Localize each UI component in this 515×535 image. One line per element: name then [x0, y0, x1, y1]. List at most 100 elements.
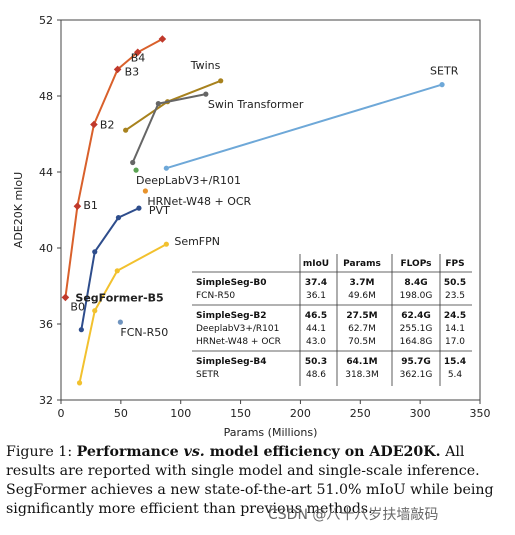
- table-cell: 24.5: [444, 311, 466, 321]
- data-point: [123, 127, 129, 133]
- plot-frame: [60, 19, 481, 401]
- series-line: [78, 243, 167, 384]
- chart-axes: 0 50 100 150 200 250 300 350 32 36 40 44 48 52 Params …: [12, 14, 491, 439]
- table-cell: HRNet-W48 + OCR: [196, 337, 281, 347]
- table-cell: 36.1: [306, 291, 326, 301]
- series-line: [80, 207, 140, 330]
- table-header: mIoU: [303, 259, 329, 269]
- data-point: [92, 249, 98, 255]
- table-cell: 27.5M: [346, 311, 377, 321]
- table-cell: SETR: [196, 370, 219, 380]
- data-point: [203, 91, 209, 97]
- y-tick-label: 36: [39, 318, 53, 331]
- data-point: [158, 35, 167, 43]
- table-header: Params: [343, 259, 381, 269]
- y-tick-label: 48: [39, 90, 53, 103]
- series-label: DeepLabV3+/R101: [136, 174, 241, 187]
- y-tick-label: 44: [39, 166, 53, 179]
- table-cell: DeeplabV3+/R101: [196, 324, 279, 334]
- table-cell: 23.5: [445, 291, 465, 301]
- data-point: [90, 120, 98, 129]
- x-tick-label: 0: [58, 407, 65, 420]
- x-tick-label: 300: [410, 407, 431, 420]
- series-line: [64, 38, 163, 298]
- series-segformer-b5: [61, 35, 167, 302]
- data-point: [136, 205, 142, 211]
- data-point: [92, 308, 98, 314]
- x-axis-label: Params (Millions): [224, 426, 318, 439]
- table-cell: 95.7G: [401, 357, 431, 367]
- table-cell: 43.0: [306, 337, 326, 347]
- caption-prefix: Figure 1:: [6, 444, 77, 460]
- data-point: [76, 380, 83, 386]
- chart-series: [61, 35, 445, 386]
- figure-caption: Figure 1: Performance vs. model efficien…: [6, 443, 510, 519]
- table-cell: 3.7M: [350, 278, 375, 288]
- table-cell: 37.4: [305, 278, 327, 288]
- point-label: B1: [83, 199, 98, 212]
- chart-svg: 0 50 100 150 200 250 300 350 32 36 40 44 48 52 Params …: [12, 14, 491, 439]
- table-cell: 50.3: [305, 357, 327, 367]
- table-cell: SimpleSeg-B2: [196, 311, 266, 321]
- point-label: B0: [70, 300, 85, 313]
- series-label: FCN-R50: [120, 326, 168, 339]
- table-cell: 62.7M: [348, 324, 376, 334]
- series-line: [125, 79, 222, 132]
- table-cell: 17.0: [445, 337, 465, 347]
- y-tick-label: 32: [39, 394, 53, 407]
- point-label: B3: [125, 65, 140, 78]
- table-cell: 49.6M: [348, 291, 376, 301]
- x-tick-label: 200: [290, 407, 311, 420]
- table-cell: 164.8G: [400, 337, 433, 347]
- watermark: CSDN @八十八岁扶墙敲码: [268, 507, 439, 523]
- data-point: [142, 188, 148, 194]
- series-label: SemFPN: [174, 235, 220, 248]
- table-cell: 44.1: [306, 324, 326, 334]
- x-tick-label: 350: [470, 407, 491, 420]
- data-point: [114, 268, 120, 274]
- table-cell: 5.4: [448, 370, 463, 380]
- data-point: [78, 327, 84, 333]
- y-tick-label: 40: [39, 242, 53, 255]
- table-cell: FCN-R50: [196, 291, 235, 301]
- x-tick-label: 100: [170, 407, 191, 420]
- series-label: Twins: [190, 59, 221, 72]
- data-point: [163, 241, 169, 247]
- caption-bold-a: Performance: [76, 444, 184, 460]
- table-cell: 64.1M: [346, 357, 377, 367]
- table-cell: 362.1G: [400, 370, 433, 380]
- data-point: [130, 159, 136, 166]
- table-cell: 14.1: [445, 324, 465, 334]
- data-point: [61, 293, 70, 302]
- data-table: mIoU Params FLOPs FPS SimpleSeg-B0 37.4 3.7M 8.…: [192, 254, 472, 386]
- series-label: PVT: [149, 204, 170, 217]
- point-label: B2: [100, 119, 115, 132]
- table-cell: 48.6: [306, 370, 326, 380]
- data-point: [133, 48, 142, 57]
- series-label: SETR: [430, 65, 459, 78]
- series-line: [131, 93, 207, 163]
- table-cell: 318.3M: [345, 370, 379, 380]
- table-cell: SimpleSeg-B4: [196, 357, 266, 367]
- caption-italic: vs.: [183, 444, 205, 460]
- data-point: [155, 101, 161, 107]
- table-cell: SimpleSeg-B0: [196, 278, 266, 288]
- series-label: Swin Transformer: [208, 98, 304, 111]
- table-cell: 70.5M: [348, 337, 376, 347]
- x-tick-label: 250: [350, 407, 371, 420]
- data-point: [73, 202, 82, 210]
- series-deeplabv3-r101: [133, 167, 139, 173]
- series-hrnet-w48-ocr: [142, 188, 148, 194]
- series-swin-transformer: [130, 91, 209, 166]
- data-point: [115, 215, 122, 221]
- series-line: [166, 83, 443, 170]
- table-cell: 62.4G: [401, 311, 431, 321]
- data-point: [113, 65, 122, 74]
- series-pvt: [78, 205, 142, 333]
- data-point: [218, 78, 224, 84]
- caption-rest: All results are reported with single mod…: [6, 444, 494, 517]
- caption-bold-b: model efficiency on ADE20K.: [204, 444, 441, 460]
- data-point: [117, 319, 123, 325]
- point-label: B4: [131, 51, 146, 64]
